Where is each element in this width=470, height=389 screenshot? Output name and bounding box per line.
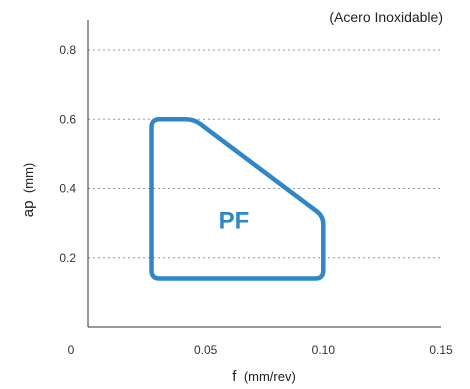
y-tick-label: 0.8 (59, 43, 76, 57)
pf-region-outline (149, 117, 326, 281)
x-axis-label-unit: (mm/rev) (244, 369, 296, 384)
x-tick-label: 0.15 (429, 343, 453, 357)
x-tick-label: 0 (68, 343, 75, 357)
y-tick-label: 0.2 (59, 251, 76, 265)
x-tick-label: 0.05 (194, 343, 218, 357)
y-axis-label: ap (mm) (20, 163, 37, 217)
tick-labels: 0.2 0.4 0.6 0.8 0 0.05 0.10 0.15 (59, 43, 453, 357)
y-tick-label: 0.6 (59, 112, 76, 126)
y-tick-label: 0.4 (59, 182, 76, 196)
x-axis-label: f (mm/rev) (232, 368, 296, 385)
y-axis-label-unit: (mm) (21, 163, 36, 193)
grid-lines (88, 49, 441, 259)
y-axis-label-main: ap (20, 201, 37, 218)
x-axis-label-main: f (232, 368, 237, 385)
pf-region-label: PF (219, 208, 250, 235)
x-tick-label: 0.10 (312, 343, 336, 357)
chart-subtitle: (Acero Inoxidable) (329, 9, 443, 25)
